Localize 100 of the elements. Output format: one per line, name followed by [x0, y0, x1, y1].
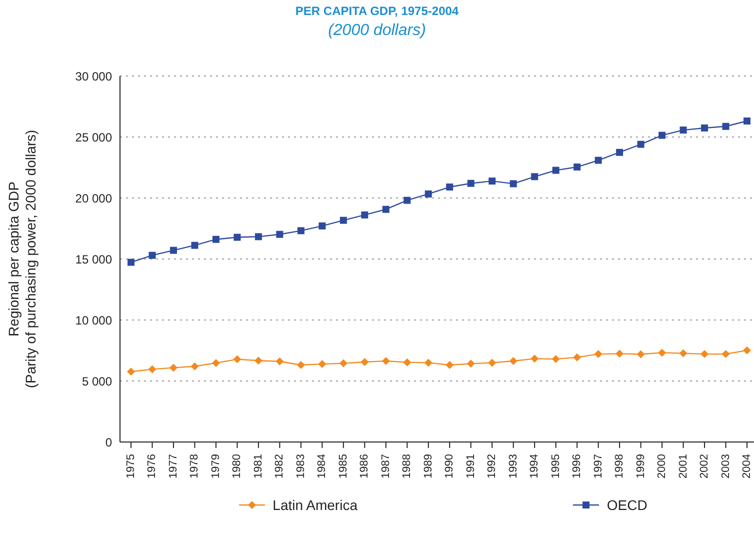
point — [744, 118, 750, 125]
point — [466, 360, 475, 368]
x-tick-label: 2003 — [720, 454, 732, 478]
point — [722, 350, 730, 358]
x-tick-label: 1986 — [358, 454, 371, 478]
x-tick-label: 2000 — [656, 454, 668, 478]
point — [530, 354, 539, 363]
point — [446, 184, 454, 191]
point — [594, 350, 602, 358]
point — [276, 230, 284, 238]
x-tick-label: 1995 — [550, 454, 562, 478]
point — [616, 148, 624, 156]
x-tick-label: 2001 — [677, 454, 690, 478]
point — [701, 124, 708, 132]
x-tick-label: 1976 — [146, 454, 158, 478]
point — [424, 358, 432, 367]
point — [594, 156, 602, 164]
x-tick-label: 1989 — [422, 454, 434, 478]
x-tick-label: 1977 — [167, 454, 180, 478]
x-tick-label: 1993 — [507, 454, 520, 478]
x-tick-label: 1994 — [528, 454, 541, 478]
point — [148, 252, 156, 259]
x-tick-label: 1980 — [231, 454, 244, 478]
point — [637, 140, 644, 148]
point — [510, 180, 517, 188]
point — [658, 132, 666, 139]
point — [296, 361, 305, 370]
x-tick-label: 1975 — [125, 454, 137, 478]
point — [403, 358, 412, 366]
point — [360, 358, 369, 366]
x-tick-label: 1985 — [337, 454, 350, 478]
point — [128, 258, 134, 266]
point — [233, 355, 242, 364]
y-tick-label: 15 000 — [75, 252, 112, 266]
point — [658, 348, 666, 357]
y-tick-label: 5 000 — [82, 374, 112, 388]
point — [361, 211, 368, 218]
point — [509, 356, 518, 365]
y-tick-label: 20 000 — [75, 191, 112, 206]
point — [191, 242, 198, 249]
point — [212, 236, 220, 243]
x-tick-label: 2002 — [698, 454, 711, 478]
point — [700, 350, 709, 358]
point — [573, 353, 582, 362]
point — [743, 346, 751, 354]
point — [467, 180, 474, 187]
point — [382, 356, 390, 365]
point — [552, 166, 560, 174]
point — [446, 361, 454, 370]
point — [254, 356, 262, 365]
point — [276, 357, 284, 366]
x-tick-label: 1987 — [380, 454, 392, 478]
x-tick-label: 1997 — [592, 454, 604, 478]
legend-label: Latin America — [272, 497, 358, 513]
legend-label: OECD — [606, 497, 648, 513]
point — [170, 246, 177, 254]
point — [488, 358, 496, 367]
x-tick-label: 1978 — [188, 454, 201, 478]
y-tick-label: 25 000 — [75, 130, 112, 144]
y-axis-title: Regional per capita GDP (Parity of purchasing power, 2000 dollars) — [6, 130, 38, 388]
point — [552, 355, 560, 364]
chart-title: PER CAPITA GDP, 1975-2004 — [294, 4, 460, 18]
point — [254, 233, 262, 240]
x-tick-label: 1991 — [464, 454, 477, 478]
point — [488, 178, 496, 185]
x-tick-label: 1979 — [210, 454, 222, 478]
x-tick-label: 1999 — [634, 454, 647, 478]
chart-subtitle: (2000 dollars) — [327, 22, 427, 40]
point — [722, 122, 730, 130]
point — [531, 173, 538, 180]
x-tick-label: 1992 — [486, 454, 498, 478]
point — [404, 196, 411, 204]
x-tick-label: 2004 — [741, 454, 753, 478]
point — [574, 164, 581, 171]
point — [190, 362, 199, 370]
x-tick-label: 1990 — [444, 454, 456, 478]
point — [382, 206, 390, 213]
point — [616, 350, 624, 358]
y-tick-label: 10 000 — [75, 313, 112, 328]
x-tick-label: 1983 — [294, 454, 307, 478]
x-tick-label: 1988 — [401, 454, 414, 478]
point — [679, 349, 688, 358]
point — [318, 360, 326, 368]
point — [680, 126, 687, 134]
x-tick-label: 1982 — [274, 454, 286, 478]
point — [169, 364, 178, 372]
point — [234, 234, 241, 241]
point — [318, 222, 326, 230]
point — [148, 365, 156, 374]
x-tick-label: 1998 — [614, 454, 626, 478]
point — [339, 359, 348, 368]
point — [424, 190, 432, 198]
point — [212, 358, 220, 367]
point — [340, 216, 347, 224]
point — [297, 227, 304, 234]
point — [636, 350, 645, 358]
y-tick-label: 0 — [105, 435, 112, 450]
x-tick-label: 1996 — [571, 454, 584, 478]
point — [127, 368, 135, 376]
y-tick-label: 30 000 — [75, 69, 112, 84]
